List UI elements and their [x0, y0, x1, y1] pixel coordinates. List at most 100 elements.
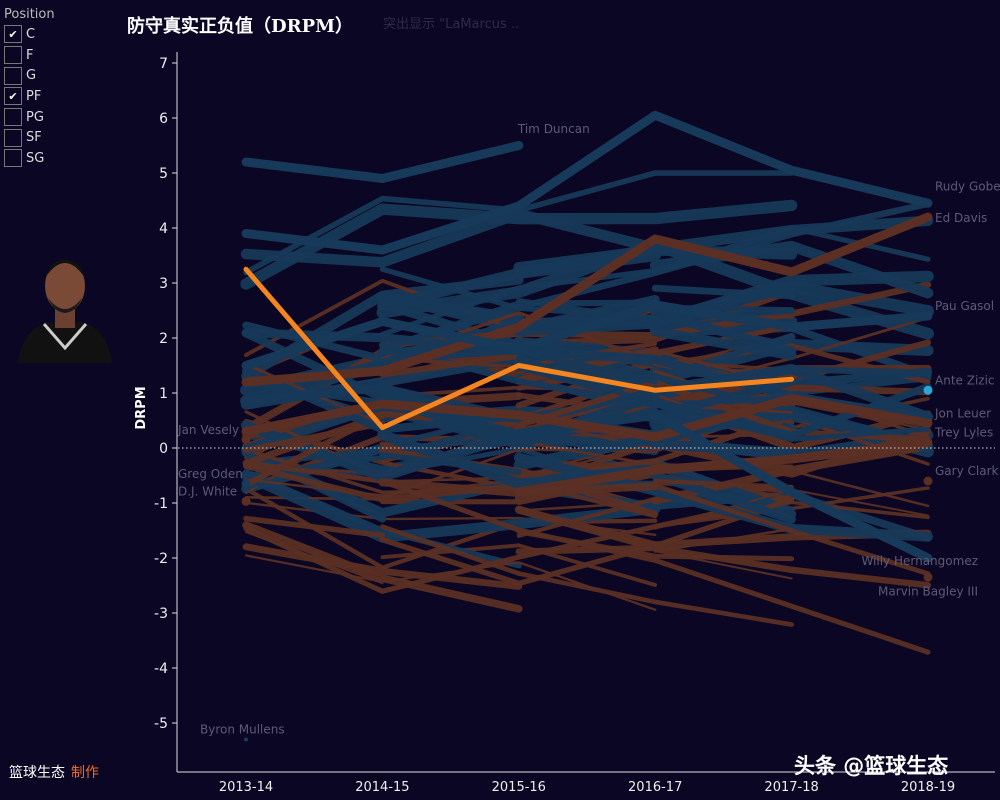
- background-player-line: [653, 527, 793, 553]
- x-tick-label: 2015-16: [492, 780, 546, 795]
- filter-option-label: SF: [26, 130, 42, 146]
- y-tick-label: 7: [159, 56, 168, 72]
- series-label: Pau Gasol: [935, 299, 994, 313]
- filter-option-label: C: [26, 26, 36, 42]
- background-player-line: [651, 383, 932, 440]
- series-label: Tim Duncan: [517, 122, 590, 136]
- position-filter: Position ✔ C F G ✔ PF PG SF SG: [4, 7, 55, 169]
- background-player-line: [379, 352, 522, 378]
- player-point: [241, 496, 251, 506]
- filter-option-sf[interactable]: SF: [4, 127, 55, 148]
- background-player-line: [244, 530, 384, 585]
- player-line-rudy-gobert: [241, 110, 933, 255]
- checkbox[interactable]: [4, 66, 22, 85]
- background-player-line: [242, 543, 523, 590]
- y-tick-label: -3: [154, 606, 168, 622]
- series-label: Marvin Bagley III: [878, 584, 978, 598]
- y-tick-label: 4: [159, 221, 168, 237]
- highlight-subtitle: 突出显示 "LaMarcus ..: [383, 17, 520, 32]
- y-tick-label: 1: [159, 386, 168, 402]
- background-player-line: [653, 478, 794, 490]
- player-line-willy-hernangomez: [650, 410, 933, 563]
- player-line-jon-leuer: [241, 394, 933, 442]
- background-player-line: [242, 433, 659, 467]
- checkbox[interactable]: ✔: [4, 25, 22, 44]
- chart-title: 防守真实正负值（DRPM）: [127, 16, 354, 37]
- filter-title: Position: [4, 7, 55, 22]
- filter-option-pg[interactable]: PG: [4, 107, 55, 128]
- background-player-line: [377, 389, 661, 450]
- player-line-tim-duncan: [241, 141, 524, 183]
- background-player-line: [649, 240, 934, 299]
- series-label: Jon Leuer: [934, 406, 991, 420]
- player-point: [244, 737, 248, 742]
- series-label: Willy Hernangomez: [861, 554, 978, 568]
- y-tick-label: -1: [154, 496, 168, 512]
- series-label: Rudy Gobert: [935, 179, 1000, 193]
- series-label: Jan Vesely: [177, 423, 239, 437]
- filter-option-f[interactable]: F: [4, 45, 55, 66]
- y-tick-label: -4: [154, 661, 168, 677]
- player-line-trey-lyles: [514, 438, 933, 497]
- background-player-line: [240, 208, 661, 268]
- y-tick-label: -5: [154, 716, 168, 732]
- filter-option-sg[interactable]: SG: [4, 148, 55, 169]
- filter-option-pf[interactable]: ✔ PF: [4, 86, 55, 107]
- series-label: Ed Davis: [935, 211, 987, 225]
- background-player-line: [652, 483, 931, 577]
- series-label: Trey Lyles: [934, 426, 993, 440]
- background-player-line: [654, 550, 793, 580]
- background-player-line: [379, 496, 795, 587]
- background-player-line: [243, 420, 386, 454]
- filter-option-label: PF: [26, 88, 42, 104]
- series-label: Ante Zizic: [935, 373, 995, 387]
- background-player-line: [380, 524, 794, 627]
- y-tick-label: 2: [159, 331, 168, 347]
- series-label: Gary Clark: [935, 464, 999, 478]
- background-player-line: [514, 505, 660, 552]
- x-tick-label: 2016-17: [628, 780, 682, 795]
- footer-made: 制作: [71, 765, 99, 781]
- lines-layer: [240, 110, 934, 742]
- series-label: Byron Mullens: [200, 723, 285, 737]
- player-point: [923, 385, 933, 395]
- y-tick-label: 3: [159, 276, 168, 292]
- player-point: [241, 435, 251, 445]
- background-player-line: [244, 554, 657, 611]
- player-line-ed-davis: [241, 212, 933, 387]
- checkbox[interactable]: [4, 149, 22, 168]
- checkbox[interactable]: [4, 46, 22, 65]
- background-player-line: [243, 515, 386, 539]
- y-tick-label: 0: [159, 441, 168, 457]
- filter-option-label: SG: [26, 150, 45, 166]
- checkbox[interactable]: ✔: [4, 87, 22, 106]
- filter-option-c[interactable]: ✔ C: [4, 24, 55, 45]
- filter-option-label: PG: [26, 109, 44, 125]
- filter-option-g[interactable]: G: [4, 65, 55, 86]
- player-point: [923, 476, 933, 486]
- filter-options: ✔ C F G ✔ PF PG SF SG: [4, 24, 55, 169]
- series-label: D.J. White: [178, 484, 237, 498]
- x-tick-label: 2018-19: [901, 780, 955, 795]
- footer-brand: 篮球生态: [9, 765, 65, 781]
- background-player-line: [243, 460, 931, 655]
- background-player-line: [242, 521, 523, 613]
- y-axis-label: DRPM: [134, 386, 149, 429]
- checkbox[interactable]: [4, 128, 22, 147]
- y-tick-label: 5: [159, 166, 168, 182]
- y-tick-label: -2: [154, 551, 168, 567]
- background-player-line: [515, 298, 795, 324]
- checkbox[interactable]: [4, 108, 22, 127]
- background-player-line: [650, 326, 797, 361]
- background-player-line: [653, 500, 930, 530]
- player-point: [241, 479, 251, 489]
- filter-option-label: F: [26, 47, 34, 63]
- background-player-line: [650, 308, 797, 356]
- player-photo: [18, 260, 112, 363]
- player-line-pau-gasol: [241, 300, 933, 370]
- x-tick-label: 2017-18: [764, 780, 818, 795]
- series-label: Greg Oden: [178, 467, 243, 481]
- highlighted-player-line: [243, 266, 795, 431]
- watermark: 头条 @篮球生态: [794, 754, 949, 778]
